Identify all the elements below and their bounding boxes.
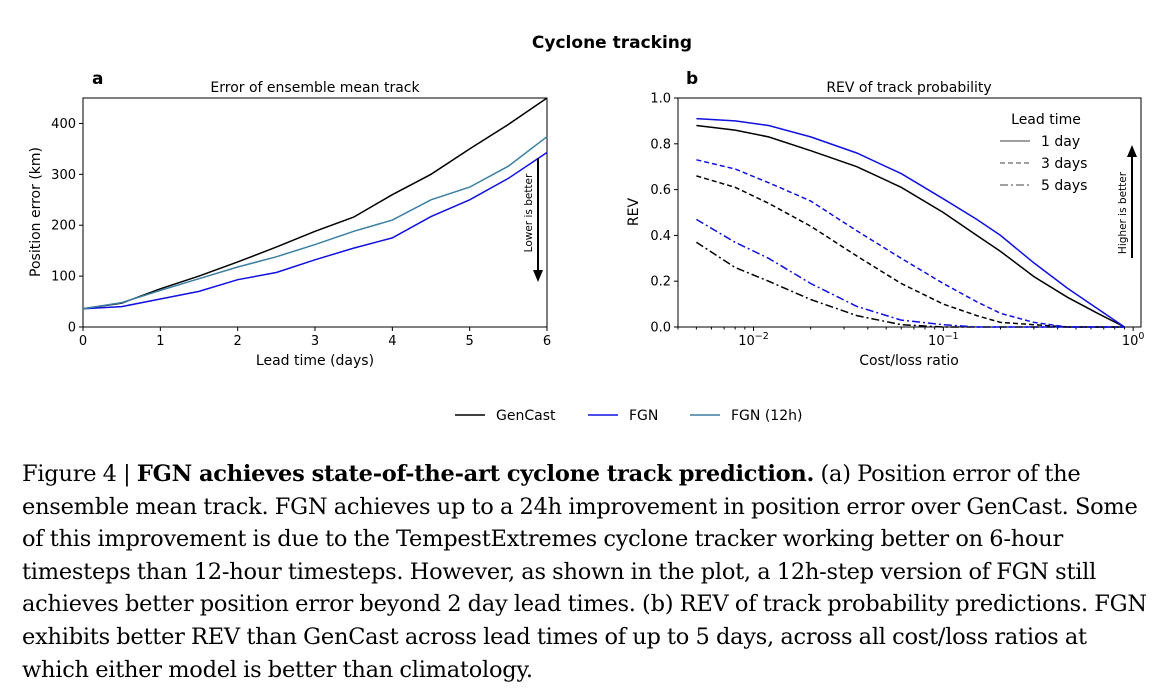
higher-is-better-label: Higher is better — [1117, 171, 1129, 254]
panel-a-ylabel: Position error (km) — [28, 147, 44, 277]
figure-suptitle: Cyclone tracking — [532, 33, 692, 53]
panel-b-xtick-label: 10−2 — [738, 331, 769, 349]
panel-a-ytick-label: 300 — [51, 168, 76, 183]
legend-5-days-label: 5 days — [1041, 178, 1087, 194]
legend-fgn-12h-label: FGN (12h) — [731, 408, 802, 424]
panel-a-xlabel: Lead time (days) — [256, 353, 374, 369]
caption-bold-title: FGN achieves state-of-the-art cyclone tr… — [136, 461, 815, 487]
panel-b-xlabel: Cost/loss ratio — [859, 353, 959, 369]
panel-b-xtick-label: 10−1 — [928, 331, 959, 349]
panel-b-title: REV of track probability — [826, 80, 991, 96]
panel-b-ytick-label: 0.6 — [650, 183, 671, 198]
panel-b-ytick-label: 1.0 — [650, 92, 671, 107]
panel-b-xtick-label: 100 — [1122, 331, 1145, 349]
panel-a-xtick-label: 6 — [543, 334, 551, 349]
higher-is-better-arrowhead — [1127, 145, 1137, 157]
panel-a-ytick-label: 100 — [51, 270, 76, 285]
panel-a-series-fgn — [82, 151, 548, 310]
panel-a-xtick-label: 4 — [388, 334, 396, 349]
panel-b-ytick-label: 0.2 — [650, 275, 671, 290]
legend-1-day-label: 1 day — [1041, 134, 1080, 150]
panel-b-series-gencast-3-days — [696, 175, 1125, 328]
legend-3-days-label: 3 days — [1041, 156, 1087, 172]
panel-b-legend: Lead time 1 day 3 days 5 days — [1000, 112, 1087, 194]
panel-a-xtick-label: 1 — [156, 334, 164, 349]
panel-a-xtick-label: 3 — [311, 334, 319, 349]
panel-b-letter: b — [686, 69, 698, 89]
caption-label: Figure 4 | — [22, 461, 137, 487]
panel-b-series-fgn-1-day — [696, 117, 1125, 328]
panel-b-legend-title: Lead time — [1011, 112, 1081, 128]
caption-text: (a) Position error of the ensemble mean … — [22, 461, 1147, 683]
panel-a: a Error of ensemble mean track 0 1 2 3 4 5 6 0 1… — [28, 69, 551, 369]
panel-b-ytick-label: 0.0 — [650, 321, 671, 336]
lower-is-better-arrowhead — [533, 270, 543, 282]
figure: Cyclone tracking a Error of ensemble mea… — [28, 33, 1144, 424]
panel-b-series-gencast-1-day — [696, 124, 1125, 328]
panel-a-title: Error of ensemble mean track — [210, 80, 420, 96]
panel-b-axes-frame — [677, 97, 1142, 328]
panel-a-series-fgn-12h — [82, 136, 548, 310]
panel-b-ytick-label: 0.4 — [650, 229, 671, 244]
panel-b-ytick-label: 0.8 — [650, 137, 671, 152]
panel-a-ytick-label: 200 — [51, 219, 76, 234]
panel-b-ylabel: REV — [626, 198, 642, 227]
panel-a-xtick-label: 2 — [234, 334, 242, 349]
legend-fgn-label: FGN — [629, 408, 658, 424]
figure-caption: Figure 4 | FGN achieves state-of-the-art… — [22, 458, 1158, 686]
panel-b: b REV of track probability 10−2 10−1 100 0.… — [626, 69, 1144, 369]
panel-a-xtick-label: 5 — [466, 334, 474, 349]
lower-is-better-label: Lower is better — [523, 173, 535, 252]
panel-a-letter: a — [92, 69, 103, 89]
panel-a-ytick-label: 0 — [68, 321, 76, 336]
panel-a-xtick-label: 0 — [79, 334, 87, 349]
panel-b-series-gencast-5-days — [695, 241, 1125, 328]
panel-a-series-gencast — [82, 97, 548, 310]
figure-legend: GenCast FGN FGN (12h) — [455, 408, 802, 424]
legend-gencast-label: GenCast — [496, 408, 556, 424]
panel-a-ytick-label: 400 — [51, 117, 76, 132]
panel-b-series-fgn-5-days — [696, 218, 1125, 328]
